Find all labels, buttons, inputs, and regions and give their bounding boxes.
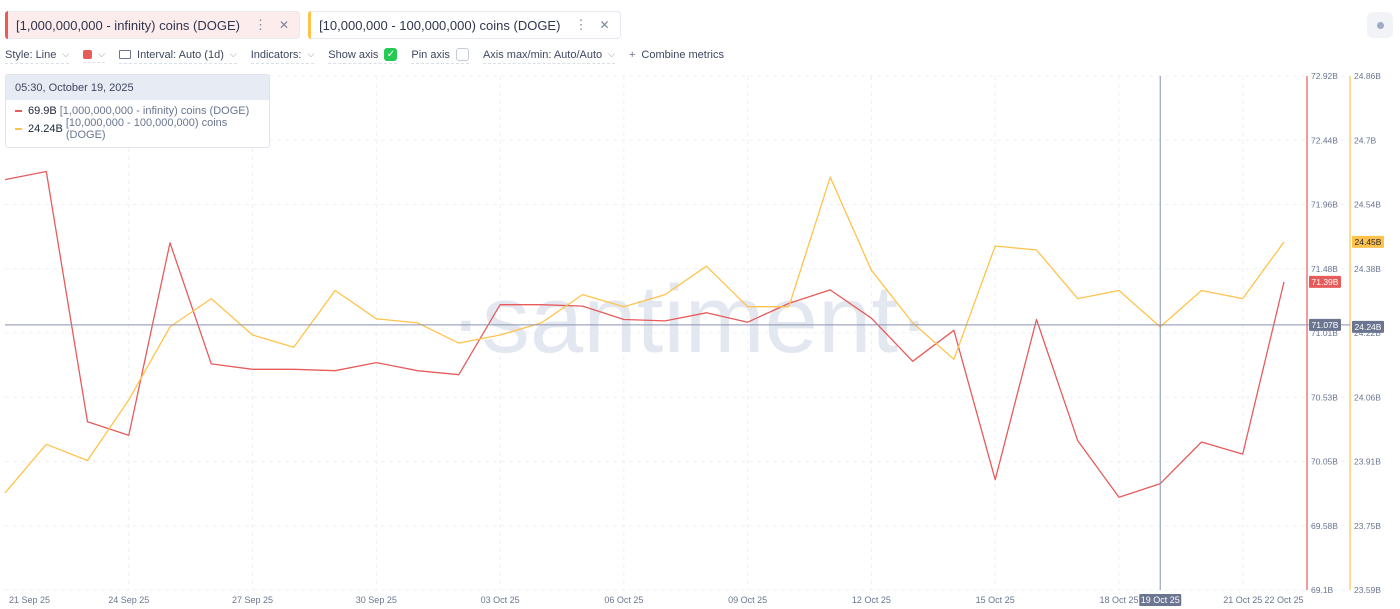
y-tick-label: 24.22B [1354,328,1381,338]
x-tick-label: 27 Sep 25 [232,595,273,605]
x-tick-label: 15 Oct 25 [976,595,1015,605]
metric-tabs: [1,000,000,000 - infinity) coins (DOGE) … [5,11,621,39]
series-line [4,170,1285,498]
y-tick-label: 23.75B [1354,521,1381,531]
y-tick-label: 71.96B [1311,200,1338,210]
y-tick-label: 70.53B [1311,392,1338,402]
metric-tab-label: [1,000,000,000 - infinity) coins (DOGE) [16,17,240,33]
x-tick-label: 21 Sep 25 [9,595,50,605]
interval-label: Interval: Auto (1d) [137,48,224,61]
y-tick-label: 24.54B [1354,200,1381,210]
hover-value-badge-bg [1309,318,1341,331]
chart-lines [4,170,1285,498]
watermark: ·santiment· [450,266,930,373]
x-tick-label: 06 Oct 25 [604,595,643,605]
color-swatch [83,50,93,59]
interval-select[interactable]: Interval: Auto (1d) ⌵ [119,49,237,64]
x-tick-label: 03 Oct 25 [481,595,520,605]
checkbox-empty[interactable] [455,48,469,61]
combine-metrics-button[interactable]: + Combine metrics [629,49,724,63]
checkmark-icon[interactable]: ✓ [384,48,398,61]
pin-axis-toggle[interactable]: Pin axis [411,48,469,64]
tooltip-row-whales: 69.9B [1,000,000,000 - infinity) coins (… [6,104,269,118]
tooltip-label: [1,000,000,000 - infinity) coins (DOGE) [59,105,250,117]
more-options-icon[interactable]: ⋮ [254,17,267,32]
tooltip-value: 69.9B [28,105,57,117]
y-tick-label: 72.44B [1311,135,1338,145]
metric-tab-whales[interactable]: [1,000,000,000 - infinity) coins (DOGE) … [5,11,301,39]
axis-maxmin-select[interactable]: Axis max/min: Auto/Auto ⌵ [482,48,615,64]
y-tick-label: 70.05B [1311,457,1338,467]
chevron-down-icon: ⌵ [62,49,70,59]
more-options-icon[interactable]: ⋮ [574,17,588,32]
settings-dot-button[interactable] [1367,12,1393,38]
tooltip-label: [10,000,000 - 100,000,000) coins (DOGE) [65,117,228,141]
dot-icon [1376,21,1384,29]
chart-overlay: 19 Oct 25 71.39B 71.07B 24.45B 24.24B [5,76,1384,606]
series-line [4,176,1285,494]
y-tick-label: 24.06B [1354,392,1381,402]
x-tick-label: 18 Oct 25 [1099,595,1138,605]
y-tick-label: 24.7B [1354,135,1377,145]
hover-x-label: 19 Oct 25 [1141,595,1180,605]
x-tick-label: 22 Oct 25 [1264,595,1303,605]
indicators-select[interactable]: Indicators: ⌵ [250,48,315,64]
tooltip-value: 24.24B [27,123,63,135]
current-value-badge: 71.39B [1312,277,1339,287]
tooltip-date: 05:30, October 19, 2025 [6,75,269,100]
pin-axis-label: Pin axis [411,48,450,61]
y-tick-label: 23.91B [1354,457,1381,467]
hover-value-badge: 71.07B [1312,320,1339,330]
y-tick-label: 71.48B [1311,264,1338,274]
chevron-down-icon: ⌵ [608,49,615,59]
y-tick-label: 69.58B [1311,521,1338,531]
show-axis-toggle[interactable]: Show axis ✓ [328,48,398,64]
x-tick-label: 30 Sep 25 [356,595,397,605]
y-tick-label: 24.38B [1354,264,1381,274]
metric-tab-mid-holders[interactable]: [10,000,000 - 100,000,000) coins (DOGE) … [308,11,621,39]
series-color-dash [15,110,22,112]
close-icon[interactable]: ✕ [599,18,610,32]
metric-color-bar [5,11,8,39]
y-tick-label: 24.86B [1354,71,1381,81]
tooltip-row-mid: 24.24B [10,000,000 - 100,000,000) coins … [6,117,269,141]
combine-metrics-label: Combine metrics [641,49,724,61]
style-label: Style: Line [5,48,57,61]
hover-value-badge-bg [1352,320,1384,333]
y-tick-label: 23.59B [1354,585,1381,595]
y-tick-label: 72.92B [1311,71,1338,81]
chart-grid [5,75,1350,591]
hover-x-badge [1139,594,1182,606]
hover-value-badge: 24.24B [1355,322,1382,332]
chart-toolbar: Style: Line ⌵ ⌵ Interval: Auto (1d) ⌵ Indi… [5,48,738,64]
x-tick-label: 12 Oct 25 [852,595,891,605]
close-icon[interactable]: ✕ [279,18,290,32]
indicators-label: Indicators: [250,48,302,61]
plus-icon: + [628,49,636,61]
x-tick-label: 21 Oct 25 [1223,595,1262,605]
chevron-down-icon: ⌵ [229,49,237,59]
hover-tooltip: 05:30, October 19, 2025 69.9B [1,000,000… [5,74,270,148]
axis-maxmin-label: Axis max/min: Auto/Auto [482,48,603,61]
series-color-dash [15,128,22,130]
x-tick-label: 09 Oct 25 [728,595,767,605]
calendar-icon [119,50,132,59]
current-value-badge-bg [1309,275,1341,288]
x-tick-label: 24 Sep 25 [108,595,149,605]
metric-color-bar [308,11,312,39]
chart-axes: 21 Sep 25 24 Sep 25 27 Sep 25 30 Sep 25 03 O… [9,71,1381,605]
current-value-badge: 24.45B [1355,237,1382,247]
y-tick-label: 69.1B [1311,585,1334,595]
color-select[interactable]: ⌵ [83,49,106,63]
style-select[interactable]: Style: Line ⌵ [5,48,70,64]
current-value-badge-bg [1352,235,1384,248]
metric-tab-label: [10,000,000 - 100,000,000) coins (DOGE) [319,17,561,33]
chevron-down-icon: ⌵ [98,49,106,59]
chevron-down-icon: ⌵ [307,49,315,59]
show-axis-label: Show axis [328,48,379,61]
y-tick-label: 71.01B [1311,328,1338,338]
